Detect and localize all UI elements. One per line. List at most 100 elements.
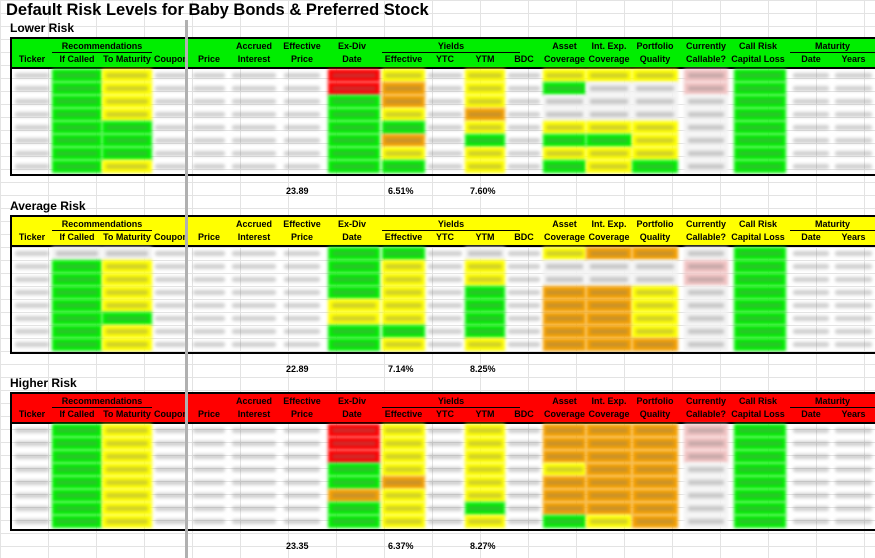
table-cell[interactable] [12, 424, 52, 437]
table-cell[interactable] [425, 463, 465, 476]
table-cell[interactable] [425, 489, 465, 502]
table-cell[interactable] [152, 69, 190, 82]
table-cell[interactable] [832, 502, 875, 515]
table-cell[interactable] [832, 325, 875, 338]
table-cell[interactable] [505, 502, 543, 515]
table-cell[interactable] [790, 108, 832, 121]
table-cell[interactable] [382, 95, 425, 108]
table-cell[interactable] [52, 424, 102, 437]
table-cell[interactable] [102, 286, 152, 299]
table-cell[interactable] [190, 95, 228, 108]
table-cell[interactable] [190, 121, 228, 134]
table-cell[interactable] [465, 437, 505, 450]
table-cell[interactable] [102, 437, 152, 450]
table-cell[interactable] [586, 515, 632, 528]
table-cell[interactable] [190, 273, 228, 286]
table-cell[interactable] [543, 95, 586, 108]
table-cell[interactable] [543, 299, 586, 312]
table-cell[interactable] [586, 160, 632, 173]
table-cell[interactable] [543, 502, 586, 515]
table-cell[interactable] [543, 312, 586, 325]
table-cell[interactable] [734, 273, 786, 286]
table-cell[interactable] [465, 463, 505, 476]
table-cell[interactable] [832, 338, 875, 351]
table-cell[interactable] [832, 450, 875, 463]
table-cell[interactable] [190, 247, 228, 260]
table-cell[interactable] [190, 108, 228, 121]
table-cell[interactable] [328, 424, 380, 437]
table-cell[interactable] [102, 489, 152, 502]
table-cell[interactable] [632, 108, 678, 121]
table-cell[interactable] [505, 312, 543, 325]
table-cell[interactable] [102, 247, 152, 260]
table-cell[interactable] [632, 82, 678, 95]
table-cell[interactable] [152, 299, 190, 312]
table-cell[interactable] [382, 325, 425, 338]
table-cell[interactable] [228, 69, 280, 82]
table-cell[interactable] [152, 312, 190, 325]
table-cell[interactable] [152, 260, 190, 273]
table-cell[interactable] [280, 312, 324, 325]
table-cell[interactable] [684, 108, 728, 121]
table-cell[interactable] [832, 69, 875, 82]
table-cell[interactable] [328, 463, 380, 476]
table-cell[interactable] [734, 502, 786, 515]
table-cell[interactable] [684, 286, 728, 299]
table-cell[interactable] [52, 299, 102, 312]
table-cell[interactable] [790, 82, 832, 95]
table-cell[interactable] [586, 147, 632, 160]
table-cell[interactable] [280, 502, 324, 515]
table-cell[interactable] [12, 312, 52, 325]
table-cell[interactable] [684, 121, 728, 134]
table-cell[interactable] [832, 515, 875, 528]
table-cell[interactable] [832, 260, 875, 273]
table-cell[interactable] [425, 502, 465, 515]
table-cell[interactable] [280, 299, 324, 312]
table-cell[interactable] [832, 273, 875, 286]
table-cell[interactable] [12, 82, 52, 95]
table-cell[interactable] [12, 108, 52, 121]
table-cell[interactable] [425, 338, 465, 351]
table-cell[interactable] [632, 247, 678, 260]
table-cell[interactable] [684, 82, 728, 95]
table-cell[interactable] [832, 476, 875, 489]
table-cell[interactable] [790, 476, 832, 489]
table-cell[interactable] [152, 450, 190, 463]
table-cell[interactable] [425, 147, 465, 160]
table-cell[interactable] [790, 286, 832, 299]
table-cell[interactable] [328, 160, 380, 173]
table-cell[interactable] [586, 476, 632, 489]
table-cell[interactable] [684, 476, 728, 489]
table-cell[interactable] [586, 338, 632, 351]
table-cell[interactable] [328, 299, 380, 312]
table-cell[interactable] [152, 502, 190, 515]
table-cell[interactable] [832, 82, 875, 95]
table-cell[interactable] [632, 463, 678, 476]
table-cell[interactable] [790, 147, 832, 160]
table-cell[interactable] [790, 260, 832, 273]
table-cell[interactable] [12, 476, 52, 489]
table-cell[interactable] [190, 424, 228, 437]
table-cell[interactable] [832, 437, 875, 450]
table-cell[interactable] [190, 147, 228, 160]
table-cell[interactable] [632, 476, 678, 489]
table-cell[interactable] [102, 424, 152, 437]
table-cell[interactable] [790, 424, 832, 437]
table-cell[interactable] [465, 160, 505, 173]
table-cell[interactable] [734, 147, 786, 160]
table-cell[interactable] [190, 463, 228, 476]
table-cell[interactable] [382, 476, 425, 489]
table-cell[interactable] [228, 134, 280, 147]
table-cell[interactable] [632, 325, 678, 338]
table-cell[interactable] [632, 121, 678, 134]
table-cell[interactable] [12, 95, 52, 108]
table-cell[interactable] [505, 437, 543, 450]
table-cell[interactable] [632, 160, 678, 173]
table-cell[interactable] [52, 147, 102, 160]
table-cell[interactable] [465, 299, 505, 312]
table-cell[interactable] [425, 424, 465, 437]
table-cell[interactable] [586, 450, 632, 463]
table-cell[interactable] [465, 502, 505, 515]
table-cell[interactable] [543, 338, 586, 351]
table-cell[interactable] [586, 134, 632, 147]
